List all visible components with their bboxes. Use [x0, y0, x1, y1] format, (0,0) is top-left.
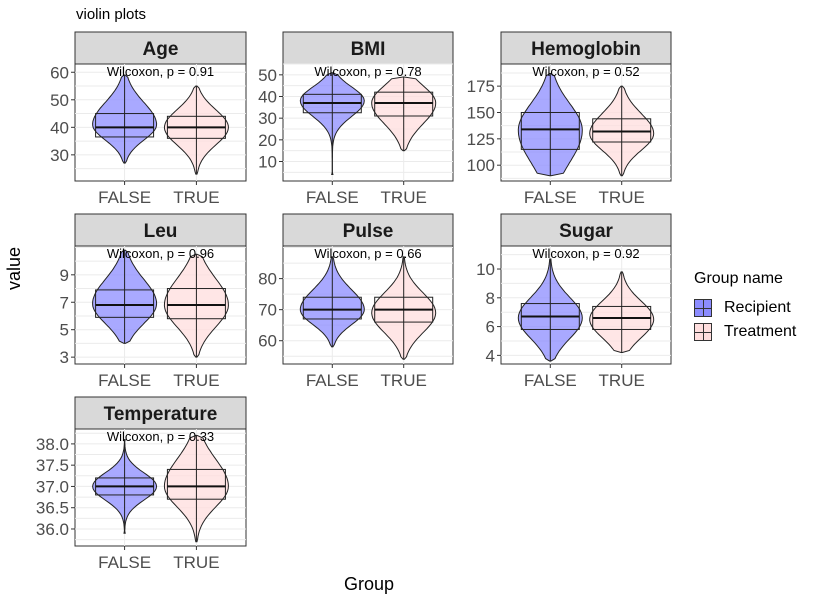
panel-leu: Leu 3 5 7 9 FALSE TRUE Wilcoxon, p = 0.96 — [60, 213, 247, 390]
strip-label: Hemoglobin — [531, 39, 641, 60]
y-tick-label: 6 — [486, 318, 495, 337]
x-tick-label: TRUE — [599, 188, 645, 207]
legend-item-treatment: Treatment — [694, 320, 796, 344]
x-tick-label: TRUE — [381, 371, 427, 390]
y-tick-label: 60 — [258, 332, 277, 351]
x-tick-label: FALSE — [524, 371, 577, 390]
x-tick-label: TRUE — [173, 188, 219, 207]
y-tick-label: 10 — [476, 260, 495, 279]
legend-key-treatment — [694, 323, 712, 341]
strip-label: BMI — [351, 39, 386, 60]
chart-title: violin plots — [76, 6, 147, 23]
panel-hemoglobin: Hemoglobin 100 125 150 175 FALSE TRUE Wilcoxon,… — [467, 31, 672, 207]
y-tick-label: 150 — [467, 103, 495, 122]
x-tick-label: TRUE — [173, 371, 219, 390]
panel-pulse: Pulse 60 70 80 FALSE TRUE Wilcoxon, p = 0.66 — [258, 213, 454, 390]
y-tick-label: 175 — [467, 77, 495, 96]
panel-temperature: Temperature 36.0 36.5 37.0 37.5 38.0 FALSE TRUE… — [36, 396, 247, 572]
x-tick-label: FALSE — [306, 188, 359, 207]
y-tick-label: 8 — [486, 289, 495, 308]
plot-area — [282, 63, 454, 182]
y-tick-label: 3 — [60, 348, 69, 367]
legend-label: Treatment — [724, 323, 797, 340]
legend-key-recipient — [694, 299, 712, 317]
y-tick-label: 50 — [258, 66, 277, 85]
x-tick-label: TRUE — [173, 553, 219, 572]
wilcoxon-annotation: Wilcoxon, p = 0.66 — [314, 246, 421, 261]
x-tick-label: FALSE — [98, 553, 151, 572]
panel-age: Age 30 40 50 60 FALSE TRUE Wilcoxon, p = 0.91 — [50, 31, 247, 207]
box — [374, 91, 434, 117]
panel-sugar: Sugar 4 6 8 10 FALSE TRUE Wilcoxon, p = 0.92 — [476, 213, 672, 390]
x-tick-label: FALSE — [306, 371, 359, 390]
wilcoxon-annotation: Wilcoxon, p = 0.91 — [107, 64, 214, 79]
strip-background — [74, 31, 247, 65]
x-tick-label: FALSE — [98, 188, 151, 207]
y-tick-label: 50 — [50, 91, 69, 110]
y-tick-label: 36.5 — [36, 499, 69, 518]
x-tick-label: TRUE — [599, 371, 645, 390]
x-tick-label: FALSE — [524, 188, 577, 207]
y-tick-label: 4 — [486, 346, 495, 365]
y-tick-label: 37.0 — [36, 477, 69, 496]
y-tick-label: 40 — [258, 88, 277, 107]
y-tick-label: 37.5 — [36, 456, 69, 475]
box — [592, 118, 652, 143]
wilcoxon-annotation: Wilcoxon, p = 0.96 — [107, 246, 214, 261]
strip-label: Pulse — [343, 221, 394, 242]
box — [302, 296, 362, 320]
y-tick-label: 38.0 — [36, 435, 69, 454]
legend-item-recipient: Recipient — [694, 296, 796, 320]
legend-title: Group name — [694, 270, 783, 287]
y-tick-label: 7 — [60, 293, 69, 312]
box — [95, 113, 155, 138]
strip-label: Sugar — [559, 221, 613, 242]
strip-label: Leu — [144, 221, 178, 242]
y-tick-label: 100 — [467, 156, 495, 175]
y-tick-label: 125 — [467, 130, 495, 149]
y-tick-label: 30 — [258, 109, 277, 128]
box — [95, 289, 155, 318]
x-axis-label: Group — [344, 574, 395, 594]
x-tick-label: FALSE — [98, 371, 151, 390]
panel-bmi: BMI 10 20 30 40 50 FALSE TRUE Wilcoxon, p = 0.78 — [258, 31, 454, 207]
y-tick-label: 80 — [258, 270, 277, 289]
box — [166, 288, 226, 320]
x-tick-label: TRUE — [381, 188, 427, 207]
y-tick-label: 5 — [60, 321, 69, 340]
legend: Group name Recipient Treatment — [694, 270, 796, 344]
y-tick-label: 40 — [50, 118, 69, 137]
y-tick-label: 9 — [60, 266, 69, 285]
box — [166, 468, 226, 500]
y-tick-label: 36.0 — [36, 520, 69, 539]
wilcoxon-annotation: Wilcoxon, p = 0.33 — [107, 429, 214, 444]
wilcoxon-annotation: Wilcoxon, p = 0.78 — [314, 64, 421, 79]
y-tick-label: 30 — [50, 146, 69, 165]
strip-background — [74, 396, 247, 430]
box — [520, 111, 580, 150]
strip-label: Age — [143, 39, 179, 60]
y-tick-label: 10 — [258, 153, 277, 172]
y-tick-label: 20 — [258, 131, 277, 150]
y-tick-label: 60 — [50, 63, 69, 82]
strip-background — [500, 31, 672, 65]
wilcoxon-annotation: Wilcoxon, p = 0.52 — [532, 64, 639, 79]
legend-label: Recipient — [724, 299, 791, 316]
strip-label: Temperature — [104, 404, 218, 425]
y-tick-label: 70 — [258, 301, 277, 320]
wilcoxon-annotation: Wilcoxon, p = 0.92 — [532, 246, 639, 261]
